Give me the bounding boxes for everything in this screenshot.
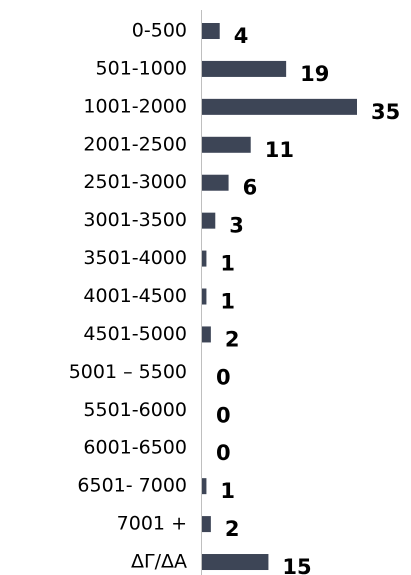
value-label: 3 bbox=[229, 214, 244, 238]
category-label: 5501-6000 bbox=[83, 399, 187, 421]
bar bbox=[202, 212, 216, 229]
bar bbox=[202, 250, 207, 267]
value-label: 1 bbox=[220, 479, 235, 503]
bar bbox=[202, 478, 207, 495]
category-label: ΔΓ/ΔΑ bbox=[131, 551, 187, 573]
category-label: 2501-3000 bbox=[83, 171, 187, 193]
value-label: 1 bbox=[220, 290, 235, 314]
bar bbox=[202, 288, 207, 305]
bar bbox=[202, 516, 211, 533]
bar bbox=[202, 23, 220, 39]
category-label: 7001 + bbox=[117, 513, 187, 535]
bar bbox=[202, 174, 229, 191]
bar bbox=[202, 60, 287, 77]
bar bbox=[202, 136, 251, 153]
category-label: 501-1000 bbox=[96, 57, 187, 79]
bar bbox=[202, 98, 357, 115]
category-label: 3001-3500 bbox=[83, 209, 187, 231]
category-label: 6501- 7000 bbox=[77, 475, 187, 497]
category-label: 6001-6500 bbox=[83, 437, 187, 459]
value-label: 4 bbox=[234, 24, 249, 48]
value-label: 15 bbox=[282, 555, 311, 575]
value-label: 0 bbox=[216, 365, 231, 389]
value-label: 0 bbox=[216, 441, 231, 465]
value-label: 19 bbox=[300, 62, 329, 86]
category-label: 0-500 bbox=[132, 20, 187, 42]
bar bbox=[202, 554, 269, 571]
value-label: 35 bbox=[371, 100, 400, 124]
bar bbox=[202, 326, 211, 343]
value-label: 6 bbox=[243, 176, 258, 200]
value-label: 1 bbox=[220, 252, 235, 276]
value-label: 11 bbox=[265, 138, 294, 162]
category-label: 4001-4500 bbox=[83, 285, 187, 307]
category-label: 1001-2000 bbox=[83, 95, 187, 117]
category-label: 4501-5000 bbox=[83, 323, 187, 345]
value-label: 2 bbox=[225, 327, 240, 351]
value-label: 0 bbox=[216, 403, 231, 427]
category-label: 2001-2500 bbox=[83, 133, 187, 155]
value-label: 2 bbox=[225, 517, 240, 541]
category-label: 3501-4000 bbox=[83, 247, 187, 269]
category-label: 5001 – 5500 bbox=[69, 361, 187, 383]
